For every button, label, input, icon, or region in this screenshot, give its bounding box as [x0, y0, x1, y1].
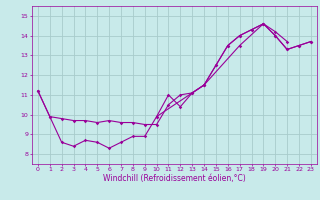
- X-axis label: Windchill (Refroidissement éolien,°C): Windchill (Refroidissement éolien,°C): [103, 174, 246, 183]
